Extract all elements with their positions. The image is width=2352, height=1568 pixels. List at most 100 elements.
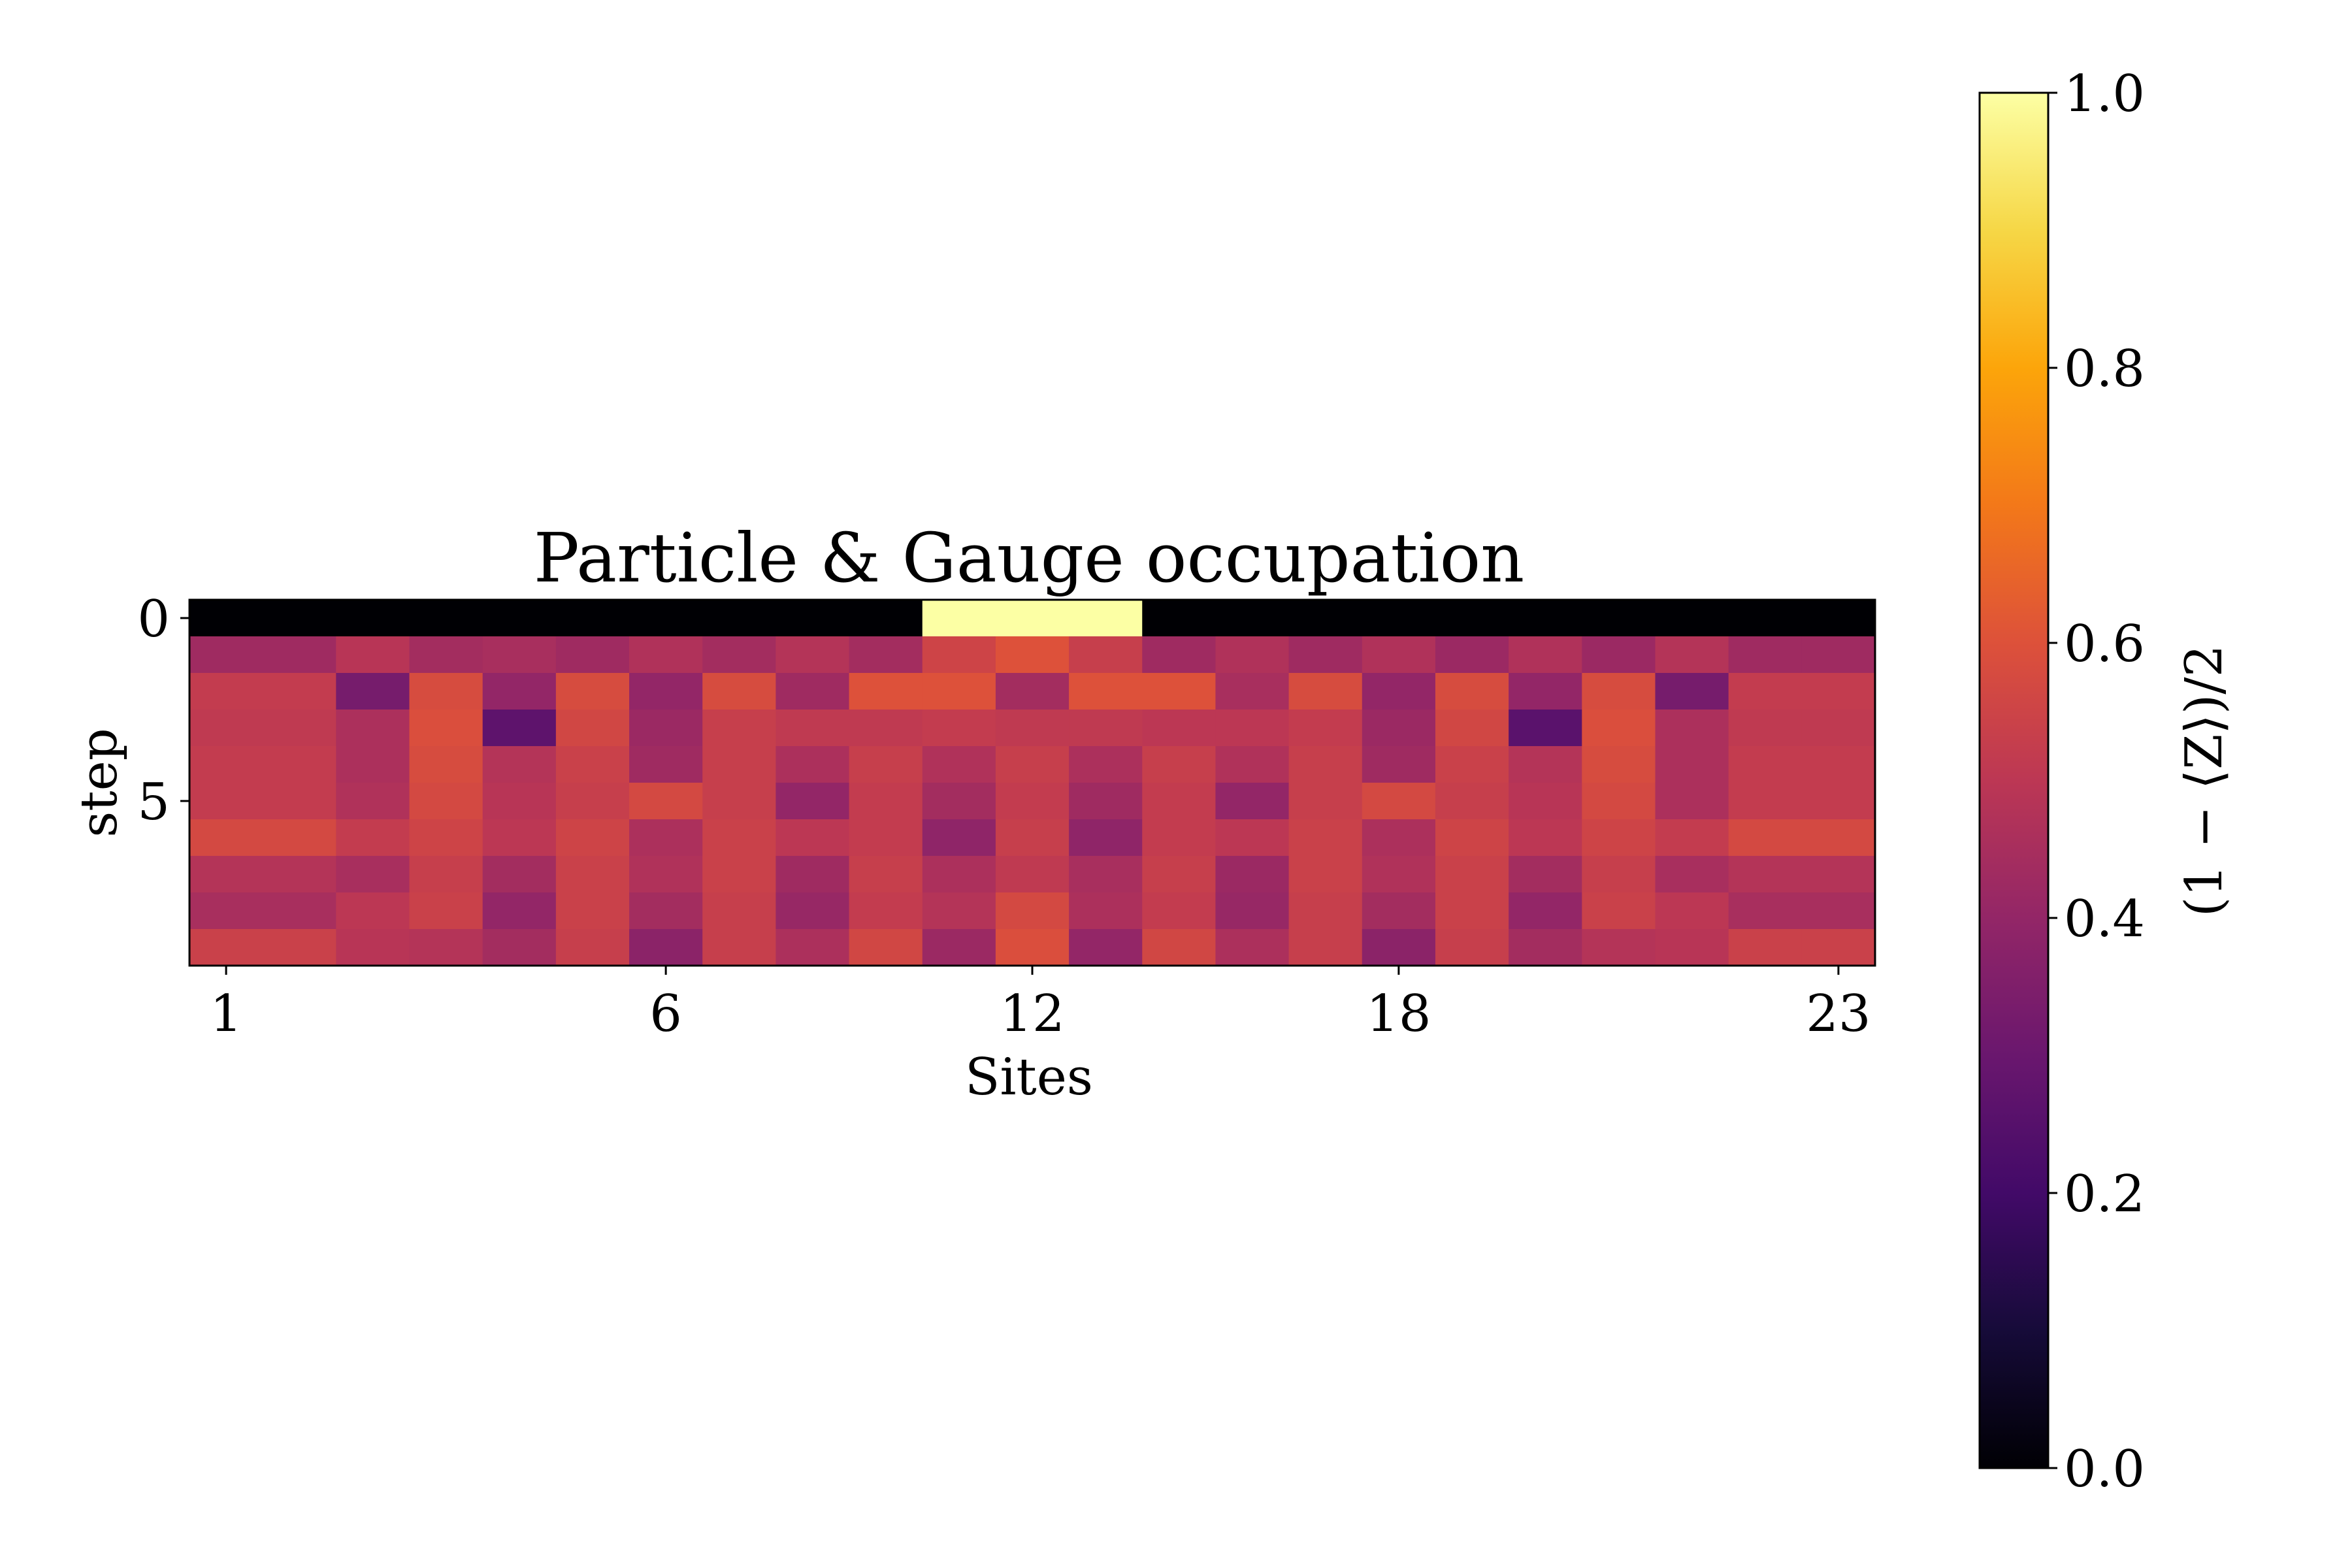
heatmap-cell xyxy=(482,892,557,930)
heatmap-cell xyxy=(922,856,996,893)
heatmap-cell xyxy=(1728,673,1803,710)
heatmap-cell xyxy=(1655,746,1729,783)
x-tick-label: 12 xyxy=(1000,985,1064,1043)
heatmap-cell xyxy=(1801,892,1876,930)
heatmap-cell xyxy=(702,819,777,857)
heatmap-cell xyxy=(1655,856,1729,893)
colorbar-tick-label: 1.0 xyxy=(2064,65,2145,123)
heatmap-cell xyxy=(263,819,337,857)
heatmap-cell xyxy=(336,783,410,820)
heatmap-cell xyxy=(1435,636,1509,674)
heatmap-cell xyxy=(849,819,923,857)
colorbar-ticks: 0.0 0.2 0.4 0.6 0.8 1.0 xyxy=(2048,65,2145,1499)
heatmap-cell xyxy=(1362,710,1436,747)
x-tick-label: 6 xyxy=(649,985,682,1043)
heatmap-cell xyxy=(922,746,996,783)
heatmap-cell xyxy=(702,783,777,820)
heatmap-cell xyxy=(1069,856,1143,893)
heatmap-cell xyxy=(1801,929,1876,966)
x-tick-label: 18 xyxy=(1366,985,1431,1043)
heatmap-cell xyxy=(1728,783,1803,820)
heatmap-cell xyxy=(1215,819,1290,857)
heatmap-cell xyxy=(849,783,923,820)
heatmap-cell xyxy=(849,673,923,710)
colorbar-tick-label: 0.2 xyxy=(2064,1165,2145,1224)
heatmap-cell xyxy=(1069,892,1143,930)
heatmap-cell xyxy=(1288,929,1363,966)
heatmap-cell xyxy=(1728,636,1803,674)
heatmap-cell xyxy=(995,600,1070,637)
heatmap-cell xyxy=(1435,673,1509,710)
heatmap-cell xyxy=(409,892,483,930)
heatmap-cell xyxy=(189,892,263,930)
heatmap-cell xyxy=(1435,746,1509,783)
heatmap-cell xyxy=(629,929,704,966)
heatmap-cell xyxy=(922,636,996,674)
heatmap-cell xyxy=(1582,710,1656,747)
heatmap-cell xyxy=(336,746,410,783)
heatmap-cell xyxy=(702,929,777,966)
heatmap-cell xyxy=(336,856,410,893)
heatmap-cell xyxy=(849,600,923,637)
heatmap-cell xyxy=(629,710,704,747)
heatmap-cell xyxy=(1362,636,1436,674)
heatmap-cell xyxy=(922,710,996,747)
heatmap-cell xyxy=(1142,929,1217,966)
heatmap-cell xyxy=(1142,892,1217,930)
heatmap-cell xyxy=(849,892,923,930)
heatmap-cell xyxy=(922,819,996,857)
heatmap-cell xyxy=(1435,710,1509,747)
heatmap-cell xyxy=(409,783,483,820)
heatmap-cell xyxy=(1362,929,1436,966)
heatmap-cell xyxy=(1655,929,1729,966)
heatmap-cell xyxy=(995,856,1070,893)
heatmap-cell xyxy=(1801,856,1876,893)
heatmap-cell xyxy=(409,819,483,857)
heatmap-cell xyxy=(1509,746,1583,783)
heatmap-cell xyxy=(1728,856,1803,893)
heatmap-cell xyxy=(1142,746,1217,783)
heatmap-cell xyxy=(1435,600,1509,637)
heatmap-cell xyxy=(776,673,850,710)
heatmap-cell xyxy=(263,783,337,820)
colorbar-tick-label: 0.0 xyxy=(2064,1440,2145,1499)
heatmap-cell xyxy=(702,636,777,674)
heatmap-cell xyxy=(629,783,704,820)
heatmap-cell xyxy=(1288,600,1363,637)
heatmap-cell xyxy=(1142,636,1217,674)
heatmap-cell xyxy=(776,929,850,966)
heatmap-cell xyxy=(629,746,704,783)
heatmap-cell xyxy=(1142,856,1217,893)
heatmap-cell xyxy=(776,600,850,637)
heatmap-cell xyxy=(189,819,263,857)
heatmap-cell xyxy=(263,892,337,930)
heatmap-cell xyxy=(1435,819,1509,857)
heatmap-cell xyxy=(1362,600,1436,637)
x-tick-label: 1 xyxy=(210,985,242,1043)
heatmap-cell xyxy=(995,636,1070,674)
heatmap-cell xyxy=(995,929,1070,966)
heatmap-cell xyxy=(1288,746,1363,783)
heatmap-cell xyxy=(1069,929,1143,966)
heatmap-cell xyxy=(702,710,777,747)
heatmap-cell xyxy=(922,673,996,710)
heatmap-cell xyxy=(629,892,704,930)
heatmap-cell xyxy=(263,746,337,783)
heatmap-cell xyxy=(629,673,704,710)
heatmap-cell xyxy=(1801,746,1876,783)
y-tick-label: 0 xyxy=(137,590,170,649)
x-tick-label: 23 xyxy=(1806,985,1870,1043)
heatmap-cell xyxy=(555,783,630,820)
heatmap-cell xyxy=(1215,856,1290,893)
heatmap-cell xyxy=(1655,819,1729,857)
heatmap-cell xyxy=(629,600,704,637)
heatmap-cell xyxy=(409,856,483,893)
heatmap-cells xyxy=(189,600,1876,966)
heatmap-cell xyxy=(189,746,263,783)
heatmap-cell xyxy=(1509,929,1583,966)
heatmap-cell xyxy=(1509,783,1583,820)
heatmap-cell xyxy=(1582,783,1656,820)
heatmap-cell xyxy=(1362,892,1436,930)
heatmap-cell xyxy=(1215,783,1290,820)
